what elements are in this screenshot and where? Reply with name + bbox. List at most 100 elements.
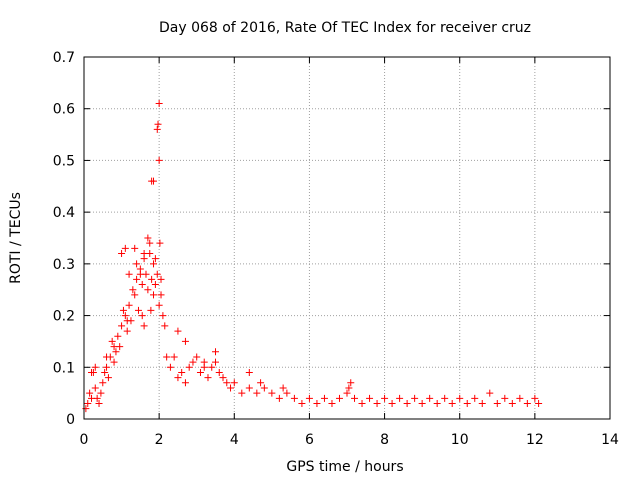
- data-point: [112, 348, 120, 356]
- data-point: [144, 234, 152, 242]
- data-point: [403, 399, 411, 407]
- data-point: [290, 394, 298, 402]
- y-tick-label: 0.1: [53, 360, 75, 376]
- data-point: [215, 368, 223, 376]
- data-point: [418, 399, 426, 407]
- data-point: [343, 389, 351, 397]
- data-point: [153, 125, 161, 133]
- data-point: [140, 322, 148, 330]
- data-point: [101, 368, 109, 376]
- data-point: [131, 244, 139, 252]
- data-point: [93, 394, 101, 402]
- x-tick-label: 10: [451, 432, 469, 448]
- data-point: [156, 239, 164, 247]
- data-point: [313, 399, 321, 407]
- data-point: [486, 389, 494, 397]
- data-point: [200, 358, 208, 366]
- data-point: [166, 363, 174, 371]
- data-point: [129, 286, 137, 294]
- data-point: [91, 384, 99, 392]
- data-point: [91, 363, 99, 371]
- data-point: [257, 379, 265, 387]
- data-point: [196, 368, 204, 376]
- data-point: [125, 301, 133, 309]
- data-point: [155, 100, 163, 108]
- data-point: [103, 353, 111, 361]
- tick-layer: 0 2 4 6 8 10 12 14 0 0.1 0.2 0.3 0.4 0.5 0.6 0.7: [53, 50, 619, 448]
- data-point: [501, 394, 509, 402]
- data-point: [433, 399, 441, 407]
- data-point: [441, 394, 449, 402]
- data-point: [157, 291, 165, 299]
- data-point: [97, 389, 105, 397]
- data-point: [508, 399, 516, 407]
- data-point: [335, 394, 343, 402]
- data-point: [125, 270, 133, 278]
- x-tick-label: 6: [305, 432, 314, 448]
- data-point: [396, 394, 404, 402]
- data-point: [279, 384, 287, 392]
- data-point: [118, 250, 126, 258]
- data-point: [154, 120, 162, 128]
- data-point: [283, 389, 291, 397]
- data-point: [181, 337, 189, 345]
- data-point: [478, 399, 486, 407]
- data-point: [448, 399, 456, 407]
- data-point: [134, 306, 142, 314]
- data-point: [123, 317, 131, 325]
- data-point: [138, 312, 146, 320]
- data-point: [227, 384, 235, 392]
- data-point: [238, 389, 246, 397]
- data-point: [150, 260, 158, 268]
- data-point: [366, 394, 374, 402]
- data-point: [121, 312, 129, 320]
- data-point: [260, 384, 268, 392]
- data-point: [535, 399, 543, 407]
- y-tick-label: 0.6: [53, 102, 75, 118]
- y-tick-label: 0.5: [53, 153, 75, 169]
- data-point: [463, 399, 471, 407]
- data-point: [493, 399, 501, 407]
- data-point: [133, 275, 141, 283]
- data-point: [230, 379, 238, 387]
- data-point: [426, 394, 434, 402]
- y-tick-label: 0: [66, 412, 75, 428]
- data-point: [388, 399, 396, 407]
- x-tick-label: 8: [380, 432, 389, 448]
- data-point: [108, 337, 116, 345]
- data-point: [153, 270, 161, 278]
- data-point: [358, 399, 366, 407]
- data-point: [84, 399, 92, 407]
- data-point: [157, 275, 165, 283]
- data-point: [189, 358, 197, 366]
- data-point: [516, 394, 524, 402]
- data-point: [174, 374, 182, 382]
- data-point: [275, 394, 283, 402]
- x-tick-label: 2: [155, 432, 164, 448]
- data-point: [121, 244, 129, 252]
- data-point: [185, 363, 193, 371]
- data-point: [133, 260, 141, 268]
- data-point: [86, 389, 94, 397]
- data-point: [204, 374, 212, 382]
- data-point: [136, 270, 144, 278]
- y-tick-label: 0.3: [53, 257, 75, 273]
- y-tick-label: 0.4: [53, 205, 75, 221]
- data-point: [103, 363, 111, 371]
- data-point: [110, 358, 118, 366]
- data-point: [144, 286, 152, 294]
- data-point: [320, 394, 328, 402]
- data-point: [181, 379, 189, 387]
- data-point: [245, 384, 253, 392]
- data-point: [138, 281, 146, 289]
- data-point: [471, 394, 479, 402]
- data-point: [347, 379, 355, 387]
- data-point: [159, 312, 167, 320]
- x-tick-label: 4: [230, 432, 239, 448]
- x-tick-label: 12: [526, 432, 544, 448]
- data-point: [147, 306, 155, 314]
- data-point: [123, 327, 131, 335]
- data-point: [155, 301, 163, 309]
